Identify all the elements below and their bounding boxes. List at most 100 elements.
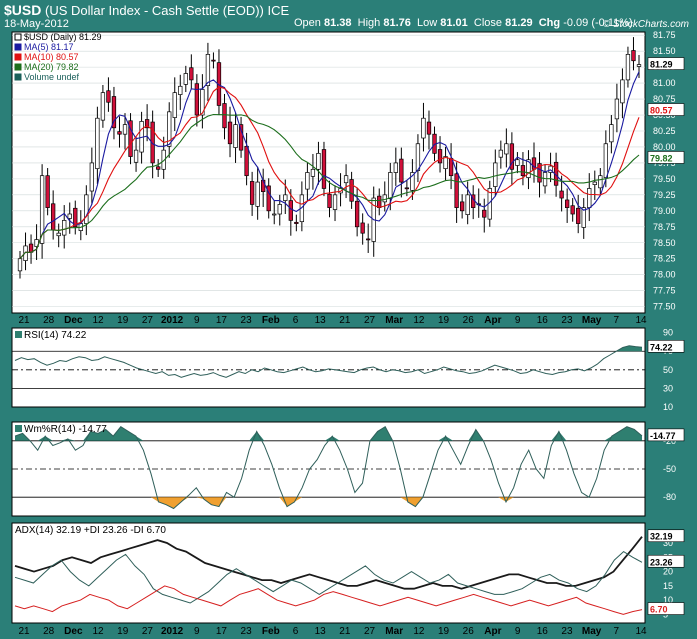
- candle-body: [244, 145, 249, 177]
- price-y-tick-label: 80.75: [653, 94, 676, 104]
- candle-body: [205, 54, 211, 86]
- x-tick-label: May: [582, 315, 602, 326]
- candle-body: [211, 59, 216, 62]
- x-tick-label: 9: [194, 315, 200, 326]
- open-value: 81.38: [323, 17, 352, 29]
- candle-body: [520, 165, 526, 177]
- candle-body: [189, 67, 194, 81]
- symbol-title: $USD (US Dollar Index - Cash Settle (EOD…: [4, 2, 289, 18]
- x-tick-label: 21: [339, 626, 351, 637]
- x-tick-label: May: [582, 626, 602, 637]
- x-tick-label: 12: [413, 626, 425, 637]
- adx-y-tick-label: 20: [663, 567, 673, 577]
- candle-body: [598, 175, 603, 189]
- x-tick-label: 9: [515, 626, 521, 637]
- x-tick-label: 13: [315, 626, 327, 637]
- x-tick-label: 14: [635, 315, 647, 326]
- candle-body: [399, 158, 404, 183]
- candle-body: [465, 194, 470, 216]
- candle-body: [332, 194, 338, 210]
- symbol-name: (US Dollar Index - Cash Settle (EOD)) IC…: [44, 3, 290, 18]
- open-label: Open: [294, 17, 321, 29]
- candle-body: [183, 73, 188, 85]
- candle-body: [200, 89, 205, 116]
- rsi-legend-swatch: [15, 331, 22, 338]
- candle-body: [95, 117, 100, 170]
- x-tick-label: 27: [364, 315, 376, 326]
- ma5-line: [19, 71, 640, 260]
- wr-legend: Wm%R(14) -14.77: [24, 424, 107, 435]
- legend-ma20-swatch: [14, 63, 22, 71]
- ma20-value-label: 79.82: [650, 153, 673, 163]
- x-tick-label: Feb: [262, 626, 280, 637]
- price-candles: [17, 37, 642, 279]
- legend-ma20: MA(20) 79.82: [24, 62, 79, 72]
- candle-body: [39, 175, 45, 244]
- adx-series-0-value-label: 32.19: [650, 532, 673, 542]
- candle-body: [614, 98, 620, 120]
- x-tick-label: Mar: [385, 315, 403, 326]
- x-tick-label: 23: [241, 626, 253, 637]
- price-y-tick-label: 80.00: [653, 142, 676, 152]
- candle-body: [410, 172, 415, 191]
- x-tick-label: 23: [241, 315, 253, 326]
- candle-body: [421, 117, 426, 139]
- quote-summary: Open 81.38 High 81.76 Low 81.01 Close 81…: [294, 17, 633, 29]
- candle-body: [366, 238, 371, 241]
- candle-body: [493, 162, 498, 187]
- candle-body: [482, 209, 487, 218]
- candle-body: [581, 207, 586, 228]
- candle-body: [161, 149, 166, 170]
- wr-y-tick-label: -80: [663, 492, 676, 502]
- legend-ma10: MA(10) 80.57: [24, 52, 79, 62]
- x-tick-label: 19: [117, 315, 129, 326]
- candle-body: [631, 50, 636, 62]
- candle-body: [504, 143, 509, 155]
- adx-series-2-line: [14, 585, 643, 615]
- candle-body: [233, 124, 238, 148]
- candle-body: [23, 245, 28, 261]
- adx-series-0-line: [14, 536, 643, 590]
- adx-panel: [11, 522, 646, 624]
- price-y-tick-label: 81.50: [653, 46, 676, 56]
- x-tick-label: 16: [537, 626, 549, 637]
- x-tick-label: 21: [18, 626, 30, 637]
- candle-body: [415, 143, 421, 171]
- x-tick-label: Feb: [262, 315, 280, 326]
- candle-body: [515, 159, 520, 166]
- price-y-tick-label: 77.50: [653, 302, 676, 312]
- x-tick-label: Mar: [385, 626, 403, 637]
- chart-date: 18-May-2012: [4, 18, 69, 30]
- candle-body: [238, 124, 244, 151]
- candle-body: [426, 121, 432, 135]
- candle-body: [310, 168, 316, 177]
- candle-body: [17, 258, 23, 272]
- symbol: $USD: [4, 2, 42, 18]
- x-tick-label: 26: [463, 626, 475, 637]
- candle-body: [327, 193, 332, 208]
- x-tick-label: 16: [537, 315, 549, 326]
- candle-body: [67, 213, 72, 219]
- candle-body: [321, 149, 327, 189]
- legend-ma5: MA(5) 81.17: [24, 42, 74, 52]
- x-tick-label: 7: [614, 315, 620, 326]
- price-y-tick-label: 79.50: [653, 174, 676, 184]
- x-tick-label: 2012: [161, 315, 184, 326]
- candle-body: [277, 204, 282, 215]
- candle-body: [620, 79, 625, 104]
- candle-body: [194, 83, 200, 116]
- candle-body: [498, 149, 503, 158]
- x-tick-label: 23: [561, 315, 573, 326]
- x-tick-label: 9: [515, 315, 521, 326]
- wr-oversold-fill: [15, 497, 642, 509]
- high-label: High: [357, 17, 381, 29]
- x-tick-label: 9: [194, 626, 200, 637]
- candle-body: [388, 172, 393, 200]
- rsi-y-tick-label: 90: [663, 328, 673, 338]
- candle-body: [316, 152, 321, 170]
- candle-body: [294, 221, 299, 224]
- x-tick-label: 28: [43, 315, 55, 326]
- candle-body: [437, 149, 443, 164]
- price-y-tick-label: 81.00: [653, 78, 676, 88]
- ma20-value-label-box: [647, 151, 685, 164]
